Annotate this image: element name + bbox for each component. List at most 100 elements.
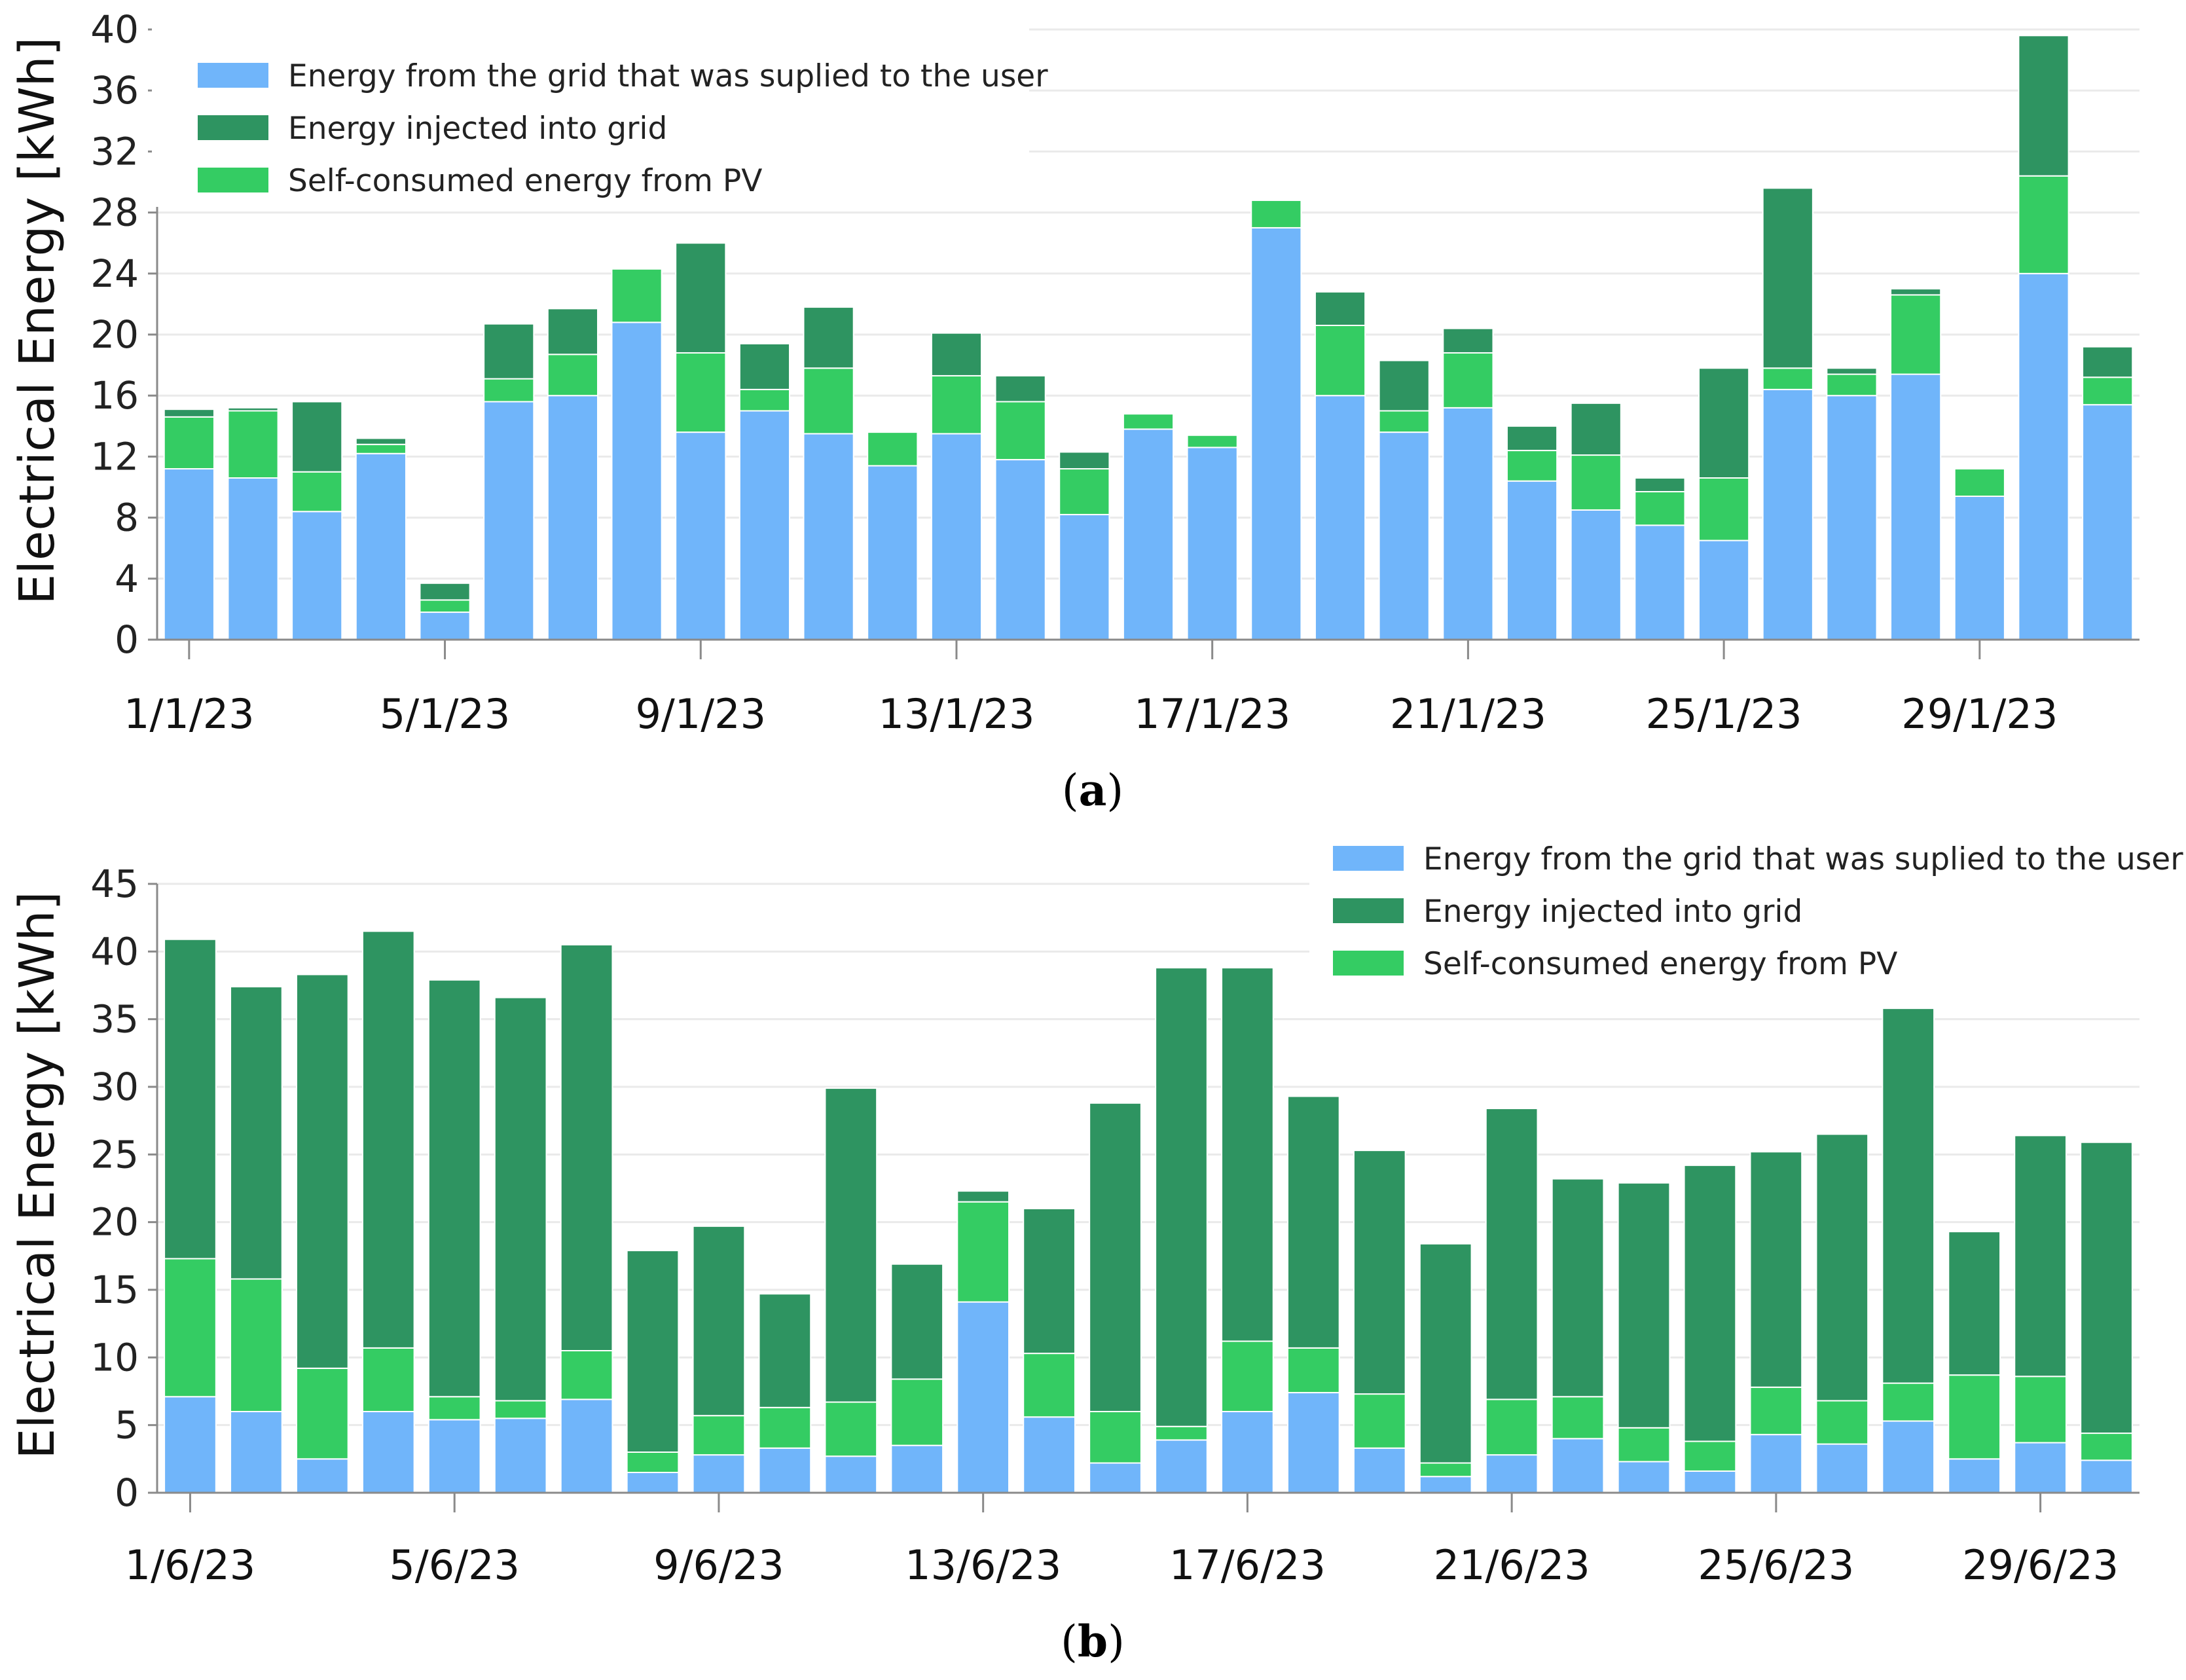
bar-b-18-injected: [1353, 1150, 1406, 1395]
bar-b-6-injected: [560, 944, 613, 1351]
bar-b-27-self: [1948, 1374, 2001, 1460]
bar-a-5-injected: [483, 323, 535, 380]
bar-a-26-grid: [1826, 395, 1878, 640]
bar-a-19-self: [1378, 410, 1430, 433]
bar-a-29-self: [2018, 175, 2069, 274]
bar-a-27-injected: [1890, 288, 1942, 296]
y-tick-label-b-8: 40: [90, 929, 139, 974]
bar-a-11-self: [867, 431, 919, 467]
bar-b-12-grid: [956, 1301, 1010, 1493]
y-tick-label-b-2: 10: [90, 1335, 139, 1379]
bar-a-15-grid: [1122, 428, 1175, 641]
bar-b-10-grid: [824, 1455, 878, 1493]
bar-b-11-grid: [890, 1444, 944, 1494]
bar-a-9-grid: [738, 410, 791, 640]
bar-a-6-self: [547, 354, 598, 397]
bar-a-17-grid: [1250, 227, 1302, 640]
bar-b-4-grid: [428, 1419, 481, 1493]
legend-a-background: [152, 18, 1029, 207]
bar-a-9-self: [738, 388, 791, 412]
bar-b-6-grid: [560, 1398, 613, 1493]
bar-a-16-grid: [1186, 447, 1238, 640]
bar-a-5-grid: [483, 401, 535, 641]
bar-b-29-injected: [2080, 1141, 2133, 1434]
bar-b-11-injected: [890, 1263, 944, 1380]
x-tick-label-a-4: 17/1/23: [1134, 690, 1290, 738]
bar-a-4-grid: [419, 612, 471, 640]
bar-b-23-self: [1683, 1440, 1737, 1472]
bar-b-2-grid: [295, 1458, 349, 1493]
chart-panel-a: 0 4 8 12 16 20 24 28 32 36 40 1/1/23 5/1/23 9/1/23 13…: [9, 7, 2140, 816]
bar-b-19-self: [1419, 1462, 1472, 1478]
bar-b-24-grid: [1749, 1434, 1803, 1493]
bar-a-19-grid: [1378, 431, 1430, 640]
bar-b-0-grid: [164, 1396, 217, 1493]
bar-a-2-injected: [291, 401, 343, 473]
y-tick-label-b-3: 15: [90, 1268, 139, 1312]
bar-a-18-grid: [1314, 395, 1366, 640]
y-tick-label-a-7: 28: [90, 191, 139, 235]
bar-b-0-injected: [164, 938, 217, 1260]
y-tick-labels-b: 0 5 10 15 20 25 30 35 40 45: [90, 862, 139, 1515]
x-tick-label-a-1: 5/1/23: [380, 690, 511, 738]
chart-panel-b: 0 5 10 15 20 25 30 35 40 45 1/6/23 5/6/23 9/6/23 13/…: [9, 831, 2183, 1667]
bar-a-30-grid: [2082, 404, 2134, 640]
bar-a-7-self: [611, 268, 663, 323]
bar-b-8-injected: [692, 1225, 746, 1417]
bar-b-27-grid: [1948, 1458, 2001, 1493]
bar-a-1-injected: [227, 407, 279, 412]
bar-a-27-grid: [1890, 373, 1942, 641]
bar-b-21-self: [1551, 1396, 1605, 1440]
bar-b-4-self: [428, 1396, 481, 1421]
y-tick-label-a-1: 4: [115, 557, 139, 601]
y-axis-label-a: Electrical Energy [kWh]: [9, 37, 65, 605]
bar-b-22-injected: [1617, 1182, 1671, 1429]
bar-b-24-self: [1749, 1386, 1803, 1436]
bar-a-3-self: [355, 443, 407, 454]
x-tick-label-b-3: 13/6/23: [905, 1541, 1061, 1589]
bar-a-5-self: [483, 378, 535, 403]
bar-b-22-self: [1617, 1427, 1671, 1463]
bar-b-1-self: [230, 1278, 283, 1413]
bar-b-13-injected: [1023, 1208, 1076, 1355]
bar-a-2-self: [291, 471, 343, 513]
bar-a-14-self: [1059, 468, 1110, 515]
y-tick-label-b-9: 45: [90, 862, 139, 906]
bar-a-7-grid: [611, 321, 663, 640]
bar-b-0-self: [164, 1258, 217, 1398]
bar-b-6-self: [560, 1350, 613, 1400]
bar-b-24-injected: [1749, 1151, 1803, 1388]
bar-b-7-injected: [626, 1250, 680, 1453]
bar-a-21-injected: [1506, 425, 1558, 452]
x-tick-label-b-0: 1/6/23: [125, 1541, 256, 1589]
bar-b-12-injected: [956, 1190, 1010, 1203]
bar-b-14-grid: [1089, 1462, 1142, 1494]
axes-b: [148, 883, 2140, 1512]
bar-a-4-injected: [419, 582, 471, 601]
bar-b-13-grid: [1023, 1416, 1076, 1493]
bar-a-2-grid: [291, 511, 343, 641]
bar-b-2-self: [295, 1367, 349, 1460]
legend-a-label-injected: Energy injected into grid: [288, 111, 667, 147]
x-tick-label-b-7: 29/6/23: [1962, 1541, 2119, 1589]
bar-b-13-self: [1023, 1353, 1076, 1418]
bar-b-5-grid: [494, 1417, 547, 1493]
bar-a-18-self: [1314, 325, 1366, 397]
bar-a-14-injected: [1059, 451, 1110, 470]
bar-a-24-injected: [1698, 367, 1750, 479]
bar-b-19-injected: [1419, 1243, 1472, 1464]
x-tick-label-a-2: 9/1/23: [635, 690, 766, 738]
bar-b-29-grid: [2080, 1459, 2133, 1493]
bar-a-15-self: [1122, 413, 1175, 430]
bar-b-7-self: [626, 1452, 680, 1473]
x-tick-label-b-5: 21/6/23: [1434, 1541, 1590, 1589]
bar-b-26-injected: [1882, 1008, 1935, 1384]
y-tick-label-a-2: 8: [115, 496, 139, 540]
bar-a-14-grid: [1059, 513, 1110, 640]
bar-a-21-grid: [1506, 480, 1558, 640]
bar-b-20-injected: [1485, 1108, 1539, 1400]
bar-a-19-injected: [1378, 359, 1430, 412]
legend-b: Energy from the grid that was suplied to…: [1309, 831, 2183, 995]
bar-a-28-grid: [1954, 495, 2005, 640]
x-tick-label-a-7: 29/1/23: [1901, 690, 2058, 738]
